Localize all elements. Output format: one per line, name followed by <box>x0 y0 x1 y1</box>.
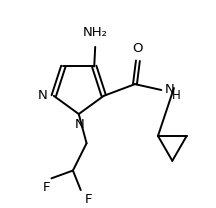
Text: F: F <box>43 181 50 194</box>
Text: F: F <box>85 193 92 206</box>
Text: N: N <box>165 83 175 95</box>
Text: N: N <box>75 118 85 131</box>
Text: NH₂: NH₂ <box>83 26 108 39</box>
Text: H: H <box>172 89 181 102</box>
Text: N: N <box>38 89 48 102</box>
Text: O: O <box>133 42 143 55</box>
